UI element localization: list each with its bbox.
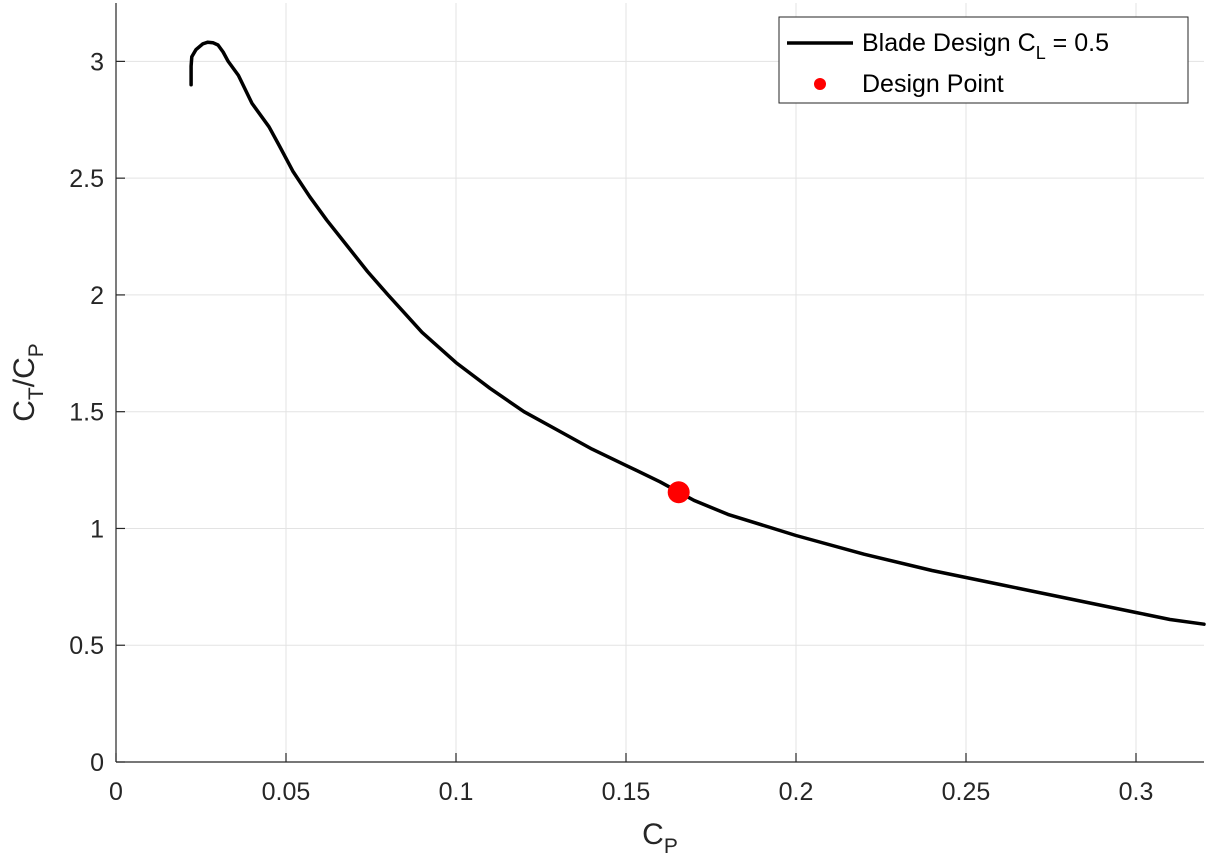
y-tick-label: 0 — [90, 749, 104, 777]
legend: Blade Design CL = 0.5 Design Point — [778, 16, 1189, 104]
legend-entry-1-suffix: = 0.5 — [1046, 29, 1109, 57]
axes — [115, 3, 1204, 763]
x-tick-label: 0.2 — [779, 778, 814, 806]
x-tick-labels: 0 0.05 0.1 0.15 0.2 0.25 0.3 — [109, 778, 1153, 806]
legend-entry-design-point: Design Point — [862, 70, 1004, 98]
y-tick-label: 3 — [90, 48, 104, 76]
design-point-marker — [667, 481, 690, 504]
legend-entry-1-subscript: L — [1036, 43, 1046, 63]
y-axis-label-subscript-1: T — [25, 387, 48, 400]
x-tick-label: 0.3 — [1119, 778, 1154, 806]
x-tick-label: 0 — [109, 778, 123, 806]
x-tick-label: 0.25 — [942, 778, 991, 806]
legend-entry-1-name: Blade Design C — [862, 29, 1036, 57]
y-axis-label: CT/CP — [8, 343, 48, 422]
y-axis-label-part-1: C — [8, 400, 41, 422]
y-axis-label-subscript-2: P — [25, 343, 48, 357]
y-tick-labels: 0 0.5 1 1.5 2 2.5 3 — [69, 48, 104, 777]
y-tick-label: 2.5 — [69, 165, 104, 193]
y-tick-label: 1.5 — [69, 399, 104, 427]
x-axis-label-main: C — [642, 818, 664, 851]
plot-series — [189, 40, 1206, 626]
y-tick-label: 0.5 — [69, 632, 104, 660]
legend-box — [778, 16, 1189, 104]
y-tick-label: 1 — [90, 515, 104, 543]
series-line-blade-design — [189, 40, 1206, 626]
legend-entry-2-name: Design Point — [862, 70, 1004, 98]
y-tick-label: 2 — [90, 282, 104, 310]
x-tick-label: 0.1 — [439, 778, 474, 806]
x-tick-label: 0.15 — [602, 778, 651, 806]
x-tick-label: 0.05 — [262, 778, 311, 806]
legend-entry-blade-design: Blade Design CL = 0.5 — [862, 29, 1109, 63]
legend-marker-sample — [814, 78, 826, 90]
x-axis-label-subscript: P — [664, 835, 678, 858]
y-axis-label-part-2: /C — [8, 357, 41, 387]
x-axis-label: CP — [642, 818, 678, 858]
